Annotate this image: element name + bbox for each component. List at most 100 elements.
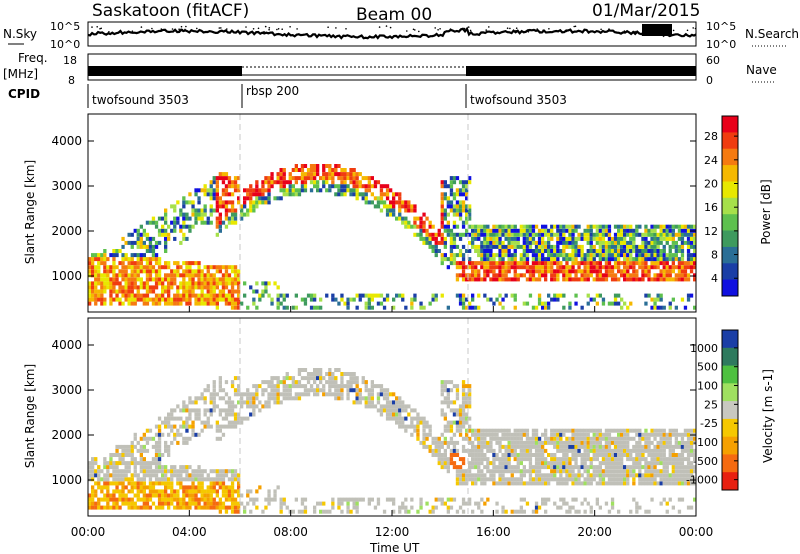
heatmap-cell bbox=[233, 420, 238, 425]
heatmap-cell bbox=[109, 461, 113, 466]
heatmap-cell bbox=[656, 473, 660, 478]
heatmap-cell bbox=[376, 196, 381, 201]
heatmap-cell bbox=[449, 232, 454, 237]
heatmap-cell bbox=[161, 281, 165, 286]
heatmap-cell bbox=[106, 257, 110, 262]
heatmap-cell bbox=[124, 497, 128, 502]
heatmap-cell bbox=[328, 368, 332, 372]
heatmap-cell bbox=[638, 440, 642, 445]
heatmap-cell bbox=[167, 493, 171, 498]
heatmap-cell bbox=[151, 489, 156, 494]
heatmap-cell bbox=[686, 224, 691, 229]
heatmap-cell bbox=[610, 249, 615, 253]
heatmap-cell bbox=[185, 493, 189, 498]
heatmap-cell bbox=[130, 448, 134, 453]
heatmap-cell bbox=[130, 301, 134, 306]
heatmap-cell bbox=[206, 497, 210, 502]
heatmap-cell bbox=[465, 228, 469, 233]
heatmap-cell bbox=[422, 228, 426, 233]
heatmap-cell bbox=[452, 461, 457, 466]
heatmap-cell bbox=[176, 497, 180, 502]
heatmap-cell bbox=[194, 297, 198, 302]
heatmap-cell bbox=[674, 440, 678, 445]
heatmap-cell bbox=[331, 293, 335, 298]
heatmap-cell bbox=[513, 428, 517, 433]
heatmap-cell bbox=[145, 505, 150, 510]
heatmap-cell bbox=[319, 372, 323, 376]
heatmap-cell bbox=[683, 269, 688, 274]
heatmap-cell bbox=[644, 436, 648, 441]
heatmap-cell bbox=[164, 416, 168, 421]
heatmap-cell bbox=[161, 497, 165, 502]
heatmap-cell bbox=[647, 257, 651, 262]
heatmap-cell bbox=[449, 388, 454, 393]
heatmap-cell bbox=[559, 473, 563, 478]
heatmap-cell bbox=[483, 473, 487, 478]
heatmap-cell bbox=[422, 240, 426, 245]
heatmap-cell bbox=[516, 261, 520, 266]
heatmap-cell bbox=[443, 236, 447, 241]
heatmap-cell bbox=[607, 477, 612, 482]
heatmap-cell bbox=[88, 497, 92, 502]
heatmap-cell bbox=[233, 412, 238, 417]
heatmap-cell bbox=[176, 285, 180, 290]
heatmap-cell bbox=[626, 240, 630, 245]
heatmap-cell bbox=[227, 176, 232, 181]
heatmap-cell bbox=[577, 448, 581, 453]
heatmap-cell bbox=[361, 497, 365, 502]
heatmap-cell bbox=[118, 477, 122, 482]
heatmap-cell bbox=[680, 236, 685, 241]
heatmap-cell bbox=[598, 232, 602, 237]
heatmap-cell bbox=[598, 244, 602, 249]
heatmap-cell bbox=[495, 432, 499, 437]
heatmap-cell bbox=[316, 372, 320, 376]
heatmap-cell bbox=[328, 392, 332, 397]
heatmap-cell bbox=[367, 176, 371, 181]
heatmap-cell bbox=[620, 269, 624, 274]
heatmap-cell bbox=[209, 489, 213, 494]
x-tick-label: 12:00 bbox=[375, 525, 410, 539]
heatmap-cell bbox=[197, 281, 201, 286]
heatmap-cell bbox=[191, 432, 195, 437]
heatmap-cell bbox=[568, 265, 572, 270]
heatmap-cell bbox=[680, 497, 685, 502]
heatmap-cell bbox=[136, 477, 140, 482]
heatmap-cell bbox=[91, 257, 95, 262]
heatmap-cell bbox=[562, 293, 566, 298]
heatmap-cell bbox=[194, 416, 198, 421]
heatmap-cell bbox=[489, 428, 493, 433]
heatmap-cell bbox=[465, 396, 469, 401]
heatmap-cell bbox=[513, 269, 517, 274]
heatmap-cell bbox=[665, 265, 669, 270]
heatmap-cell bbox=[243, 196, 247, 201]
heatmap-cell bbox=[559, 428, 563, 433]
heatmap-cell bbox=[468, 257, 472, 262]
heatmap-cell bbox=[331, 505, 335, 510]
heatmap-cell bbox=[574, 236, 578, 241]
heatmap-cell bbox=[130, 265, 134, 270]
heatmap-cell bbox=[629, 253, 633, 258]
heatmap-cell bbox=[224, 188, 229, 193]
heatmap-cell bbox=[571, 477, 575, 482]
heatmap-cell bbox=[224, 489, 229, 494]
heatmap-cell bbox=[577, 481, 581, 486]
heatmap-cell bbox=[562, 265, 566, 270]
heatmap-cell bbox=[328, 188, 332, 193]
heatmap-cell bbox=[586, 473, 590, 478]
heatmap-cell bbox=[373, 384, 378, 389]
heatmap-cell bbox=[121, 501, 125, 506]
heatmap-cell bbox=[179, 481, 183, 486]
heatmap-cell bbox=[106, 285, 110, 290]
heatmap-cell bbox=[559, 461, 563, 466]
heatmap-cell bbox=[598, 444, 602, 449]
heatmap-cell bbox=[164, 477, 168, 482]
heatmap-cell bbox=[425, 424, 429, 429]
heatmap-cell bbox=[316, 184, 320, 189]
heatmap-cell bbox=[334, 376, 338, 381]
heatmap-cell bbox=[218, 477, 222, 482]
heatmap-cell bbox=[686, 473, 691, 478]
heatmap-cell bbox=[537, 444, 542, 449]
heatmap-cell bbox=[237, 400, 241, 405]
heatmap-cell bbox=[209, 424, 213, 429]
heatmap-cell bbox=[647, 444, 651, 449]
